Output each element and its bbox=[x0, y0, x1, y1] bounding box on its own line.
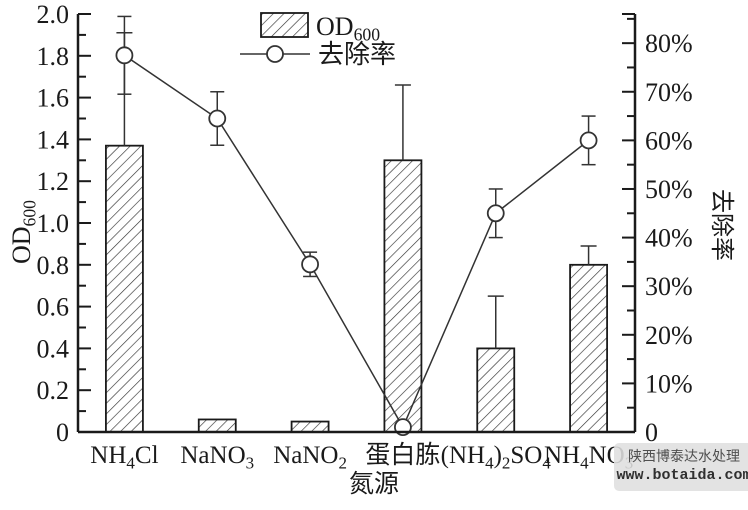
bar-4 bbox=[476, 347, 516, 433]
left-tick-label: 1.2 bbox=[37, 167, 70, 196]
bar-0 bbox=[105, 144, 144, 433]
removal-marker-4 bbox=[486, 204, 505, 223]
right-tick-label: 20% bbox=[645, 321, 693, 350]
axes: 0 0.2 0.4 0.6 0.8 1.0 1.2 1.4 1.6 1.8 2.0 0 10% 20% 30… bbox=[37, 0, 693, 447]
removal-line bbox=[123, 54, 590, 429]
removal-line-series bbox=[115, 15, 598, 437]
right-axis-title: 去除率 bbox=[708, 189, 735, 261]
right-tick-label: 70% bbox=[645, 78, 693, 107]
category-label-0: NH4Cl bbox=[90, 442, 158, 473]
left-tick-label: 0.2 bbox=[37, 376, 70, 405]
legend-od600-label: OD600 bbox=[316, 12, 380, 45]
category-label-2: NaNO2 bbox=[273, 442, 347, 473]
right-tick-label: 50% bbox=[645, 175, 693, 204]
left-tick-label: 0.6 bbox=[37, 293, 70, 322]
legend-od600-swatch bbox=[260, 12, 309, 38]
left-tick-label: 0 bbox=[56, 418, 69, 447]
removal-marker-2 bbox=[301, 255, 319, 274]
left-tick-label: 1.6 bbox=[37, 84, 70, 113]
left-axis-title: OD600 bbox=[7, 200, 40, 264]
bar-2 bbox=[290, 420, 330, 433]
removal-marker-1 bbox=[208, 109, 227, 128]
bar-1 bbox=[197, 418, 237, 433]
left-tick-label: 1.0 bbox=[37, 209, 70, 238]
left-tick-label: 1.8 bbox=[37, 42, 70, 71]
bar-3 bbox=[383, 159, 423, 433]
right-tick-label: 60% bbox=[645, 126, 693, 155]
right-tick-label: 40% bbox=[645, 224, 693, 253]
category-label-1: NaNO3 bbox=[180, 442, 254, 473]
watermark-url: www.botaida.com bbox=[616, 467, 748, 485]
right-tick-label: 10% bbox=[645, 369, 693, 398]
left-tick-label: 0.8 bbox=[37, 251, 70, 280]
bar-5 bbox=[569, 263, 608, 433]
left-tick-label: 1.4 bbox=[37, 125, 70, 154]
watermark-badge: 陕西博泰达水处理 www.botaida.com bbox=[614, 443, 748, 491]
right-tick-label: 30% bbox=[645, 272, 693, 301]
left-tick-label: 0.4 bbox=[37, 334, 70, 363]
legend-removal-label: 去除率 bbox=[318, 40, 396, 69]
x-axis-title: 氮源 bbox=[349, 470, 399, 498]
axis-labels: NH4ClNaNO3NaNO2蛋白胨(NH4)2SO4NH4NO3氮源OD600… bbox=[7, 189, 735, 498]
category-label-4: (NH4)2SO4 bbox=[441, 442, 552, 473]
left-tick-label: 2.0 bbox=[37, 0, 70, 29]
removal-marker-5 bbox=[579, 131, 598, 150]
removal-marker-0 bbox=[115, 46, 134, 65]
watermark-text: 陕西博泰达水处理 bbox=[628, 448, 740, 465]
right-tick-label: 80% bbox=[645, 29, 693, 58]
right-tick-label: 0 bbox=[645, 418, 658, 447]
category-label-3: 蛋白胨 bbox=[365, 441, 440, 469]
legend-marker-sample bbox=[266, 45, 284, 63]
od600-bars bbox=[105, 32, 608, 433]
